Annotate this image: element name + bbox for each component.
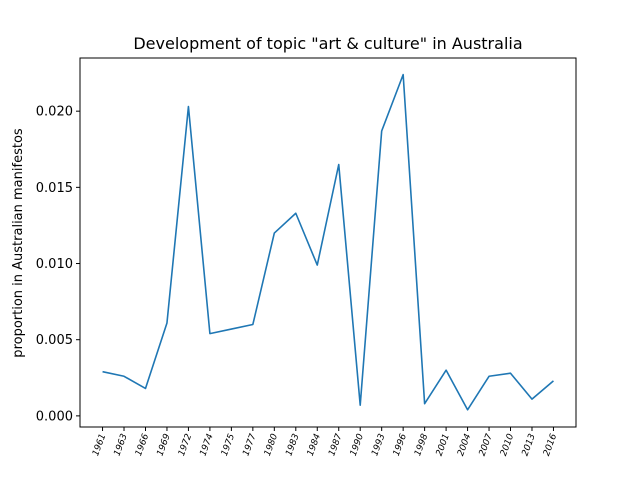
y-axis: 0.000 0.005 0.010 0.015 0.020: [36, 105, 80, 424]
x-tick-label: 1966: [134, 432, 151, 457]
x-tick-label: 1972: [177, 432, 194, 457]
x-tick-label: 1990: [349, 432, 366, 457]
y-tick-label: 0.020: [36, 105, 73, 120]
x-tick-label: 2010: [499, 432, 516, 457]
series-layer: [102, 73, 554, 411]
x-tick-label: 1983: [284, 432, 301, 457]
x-tick-label: 2001: [435, 433, 452, 458]
x-tick-label: 1984: [306, 432, 323, 457]
x-tick-label: 1980: [263, 432, 280, 457]
plot-frame: [79, 57, 577, 428]
x-tick-label: 1977: [241, 432, 258, 457]
x-tick-label: 1969: [156, 432, 173, 457]
x-tick-label: 1975: [220, 432, 237, 457]
x-tick-label: 1974: [198, 432, 215, 457]
x-tick-label: 2004: [456, 432, 473, 457]
x-axis: 1961 1963 1966 1969 1972 1974 1975 1977 1980 1983…: [91, 427, 559, 458]
chart-title: Development of topic "art & culture" in …: [133, 34, 522, 53]
x-tick-label: 1993: [370, 432, 387, 457]
x-tick-label: 1996: [392, 432, 409, 457]
x-tick-label: 1987: [327, 432, 344, 457]
x-tick-label: 1963: [113, 432, 130, 457]
y-tick-label: 0.010: [36, 257, 73, 272]
x-tick-label: 1998: [413, 432, 430, 457]
x-tick-label: 1961: [91, 433, 108, 458]
y-tick-label: 0.005: [36, 333, 73, 348]
x-tick-label: 2007: [478, 432, 495, 457]
y-tick-label: 0.000: [36, 409, 73, 424]
series-line: [102, 73, 554, 411]
x-tick-label: 2016: [542, 432, 559, 457]
y-tick-label: 0.015: [36, 181, 73, 196]
y-axis-label: proportion in Australian manifestos: [11, 128, 26, 358]
x-tick-label: 2013: [521, 432, 538, 457]
